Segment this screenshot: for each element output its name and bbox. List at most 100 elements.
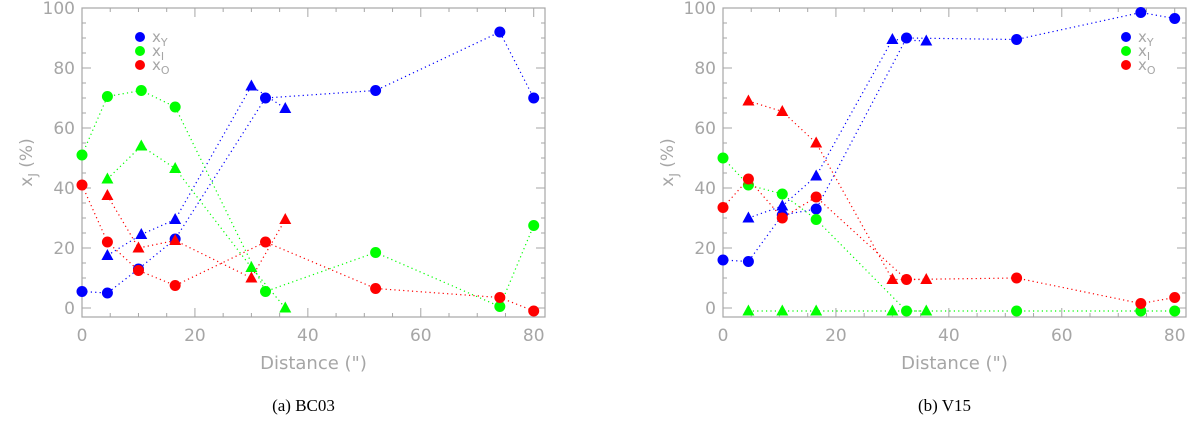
data-point-triangle [169,213,182,224]
y-tick-label: 20 [53,239,75,259]
data-point-triangle [920,273,933,284]
data-point-triangle [810,136,823,148]
data-point-circle [370,247,382,258]
data-point-circle [370,85,382,96]
data-point-triangle [245,271,258,283]
series-xO [76,179,540,317]
legend-label: xI [1138,42,1150,63]
x-tick-label: 80 [523,326,545,346]
data-point-triangle [169,162,182,173]
data-point-circle [1135,298,1147,309]
data-point-circle [494,301,506,312]
x-tick-label: 40 [297,326,319,346]
data-point-circle [717,254,729,266]
data-point-circle [76,149,88,161]
data-point-circle [494,26,506,38]
data-point-circle [901,305,913,317]
data-point-triangle [886,273,899,284]
series-xO [717,94,1181,309]
x-tick-label: 60 [1051,326,1073,346]
data-point-circle [101,236,113,248]
data-point-triangle [132,241,145,253]
series-line-circles [81,31,535,294]
data-point-triangle [810,169,823,181]
data-point-circle [901,274,913,285]
data-point-circle [76,286,88,297]
data-point-circle [260,286,272,297]
y-tick-label: 80 [53,59,75,79]
figure-caption: (a) BC03 [272,396,335,415]
data-point-triangle [920,304,933,316]
y-tick-label: 20 [694,239,716,259]
x-tick-label: 20 [184,326,206,346]
data-point-triangle [101,172,114,184]
data-point-circle [260,92,272,104]
data-point-circle [528,220,540,231]
legend-label: xO [152,56,170,77]
series-xI [717,152,1181,317]
data-point-triangle [742,304,755,316]
y-tick-label: 40 [53,179,75,199]
series-line-circles [81,184,534,312]
y-tick-label: 100 [684,0,716,19]
data-point-circle [1169,305,1181,317]
series-line-triangles [748,100,927,281]
series-line-triangles [106,195,286,279]
legend-marker [1121,32,1131,42]
series-line-triangles [107,85,286,257]
x-tick-label: 40 [938,326,960,346]
chart-2: 0 20 40 60 80 0 20 40 60 80 100 Distance (") xJ (%) x… [658,0,1187,415]
data-point-triangle [135,139,148,151]
y-axis-label: xJ (%) [658,138,681,186]
data-point-circle [76,179,88,191]
data-point-circle [135,85,147,96]
data-point-triangle [279,213,292,224]
data-point-circle [776,212,788,224]
data-point-circle [132,265,144,276]
data-point-circle [101,287,113,299]
data-point-triangle [810,304,823,316]
data-point-triangle [776,304,789,316]
data-point-circle [717,152,729,164]
y-tick-label: 0 [64,299,75,319]
data-point-triangle [101,249,114,260]
data-point-triangle [245,261,258,272]
data-point-triangle [776,199,789,211]
data-point-circle [528,92,540,104]
plot-frame [81,7,546,318]
y-tick-label: 60 [53,119,75,139]
y-tick-label: 80 [694,59,716,79]
x-tick-label: 0 [77,326,88,346]
data-point-circle [810,203,822,215]
x-tick-label: 80 [1164,326,1186,346]
x-tick-label: 20 [825,326,847,346]
data-point-triangle [169,234,182,245]
data-point-triangle [279,102,292,113]
data-point-circle [1011,34,1023,45]
data-point-circle [101,91,113,102]
y-tick-label: 0 [705,299,716,319]
x-tick-label: 60 [410,326,432,346]
data-point-circle [717,202,729,213]
data-point-circle [1169,292,1181,303]
series-line-circles [81,89,535,308]
series-xY [717,7,1181,267]
data-point-circle [742,173,754,185]
data-point-circle [776,188,788,200]
figure-caption: (b) V15 [918,396,971,415]
x-axis-label: Distance (") [901,353,1008,374]
data-point-circle [742,256,754,267]
data-point-circle [901,32,913,44]
data-point-circle [810,191,822,203]
chart-1: 0 20 40 60 80 0 20 40 60 80 100 Distance (") xJ (%) x… [17,0,546,415]
y-tick-label: 40 [694,179,716,199]
data-point-circle [1011,272,1023,284]
x-tick-label: 0 [718,326,729,346]
data-point-circle [370,283,382,294]
data-point-triangle [742,211,755,223]
legend-marker [1121,46,1131,56]
legend-marker [135,60,145,70]
data-point-triangle [886,33,899,44]
